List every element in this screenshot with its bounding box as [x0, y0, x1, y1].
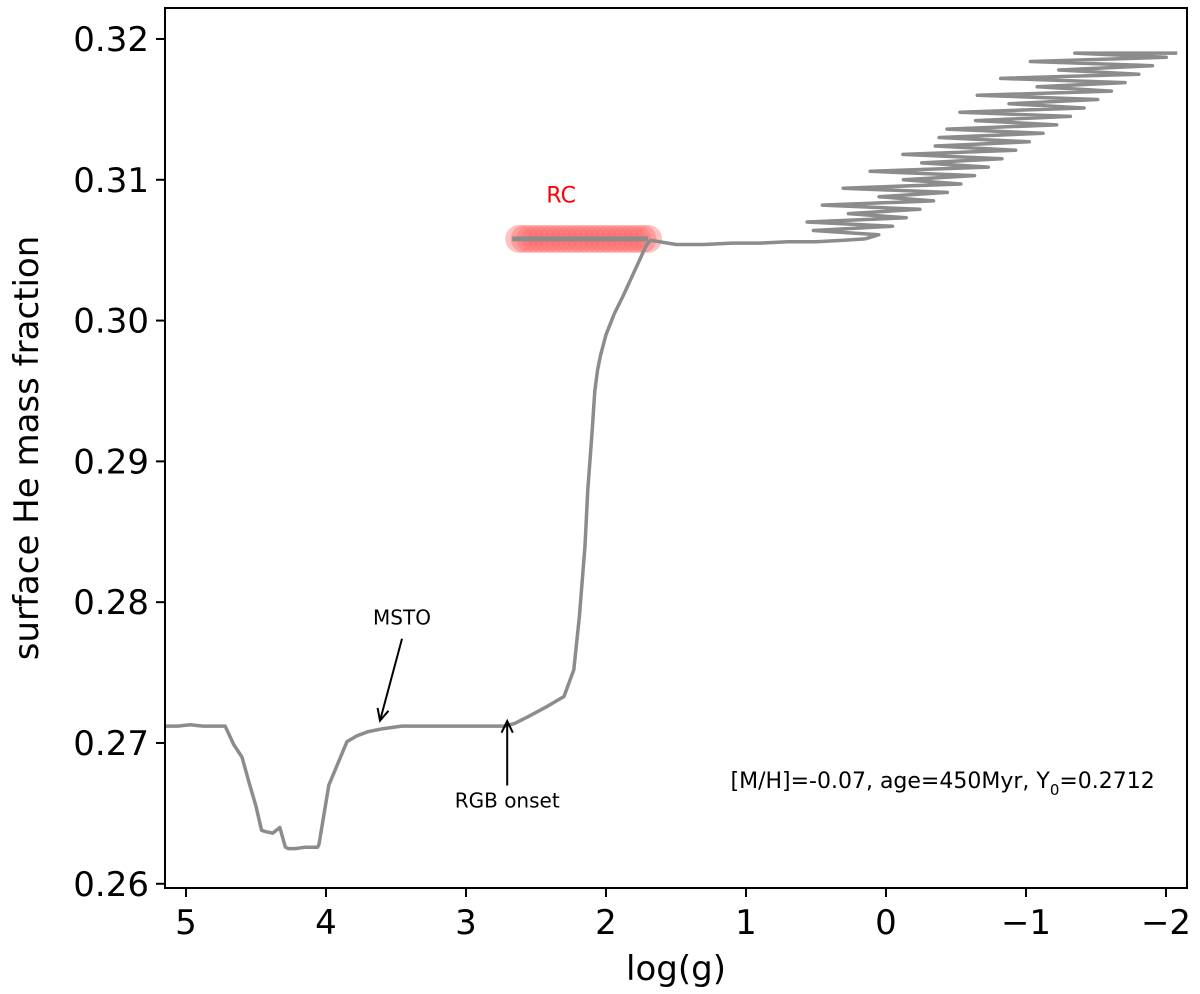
thermal-pulse-track — [805, 51, 1178, 241]
y-tick-label: 0.32 — [73, 20, 149, 60]
x-tick-label: 3 — [455, 903, 477, 943]
rgb-onset-label: RGB onset — [455, 789, 560, 813]
x-tick-label: −1 — [1001, 903, 1051, 943]
msto-label: MSTO — [373, 606, 431, 630]
y-tick-label: 0.28 — [73, 583, 149, 623]
track-lines — [165, 51, 1178, 851]
y-tick-label: 0.26 — [73, 865, 149, 905]
x-tick-label: 2 — [595, 903, 617, 943]
x-tick-label: 5 — [175, 903, 197, 943]
x-tick-label: −2 — [1141, 903, 1191, 943]
parameter-label: [M/H]=-0.07, age=450Myr, Y0=0.2712 — [731, 769, 1155, 799]
y-tick-label: 0.29 — [73, 442, 149, 482]
param-subscript: 0 — [1050, 781, 1060, 799]
y-axis-label: surface He mass fraction — [7, 236, 47, 661]
evolution-track — [165, 237, 866, 851]
x-tick-label: 0 — [875, 903, 897, 943]
msto-arrow-head — [376, 707, 390, 723]
rgb-onset-arrow-head — [500, 718, 514, 734]
x-tick-label: 1 — [735, 903, 757, 943]
rc-label: RC — [546, 183, 576, 208]
param-main: [M/H]=-0.07, age=450Myr, Y — [731, 769, 1051, 794]
axes: 5 4 3 2 1 0 −1 −2 0.26 0.27 0.28 0.29 0.30 0.31 0.32 — [73, 7, 1191, 943]
x-tick-label: 4 — [315, 903, 337, 943]
annotations: RC MSTO RGB onset [M/H]=-0.07, age=450My… — [373, 183, 1155, 812]
y-tick-label: 0.30 — [73, 302, 149, 342]
param-tail: =0.2712 — [1059, 769, 1154, 794]
y-tick-label: 0.31 — [73, 161, 149, 201]
x-axis-label: log(g) — [626, 949, 726, 989]
msto-arrow — [379, 638, 403, 721]
y-tick-label: 0.27 — [73, 724, 149, 764]
plot-frame — [164, 7, 1188, 889]
